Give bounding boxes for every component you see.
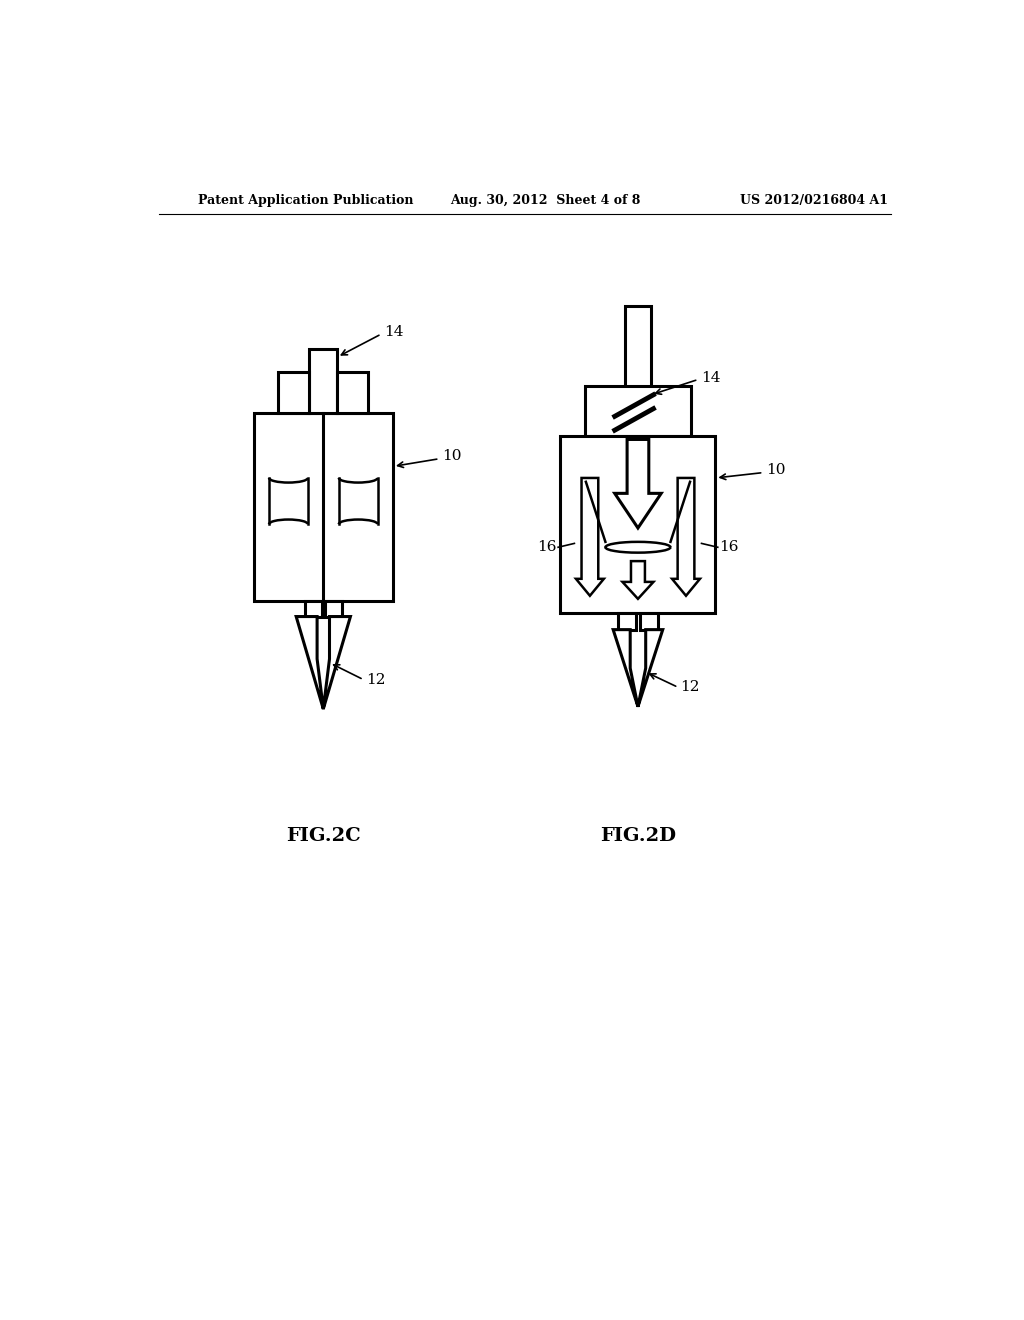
Polygon shape <box>309 350 337 412</box>
Text: FIG.2C: FIG.2C <box>286 828 360 845</box>
Polygon shape <box>325 601 342 616</box>
Polygon shape <box>625 306 651 397</box>
Polygon shape <box>586 385 690 436</box>
Polygon shape <box>575 478 604 595</box>
Polygon shape <box>337 372 369 412</box>
Text: US 2012/0216804 A1: US 2012/0216804 A1 <box>740 194 888 207</box>
Text: 12: 12 <box>366 673 385 686</box>
Polygon shape <box>560 436 716 612</box>
Polygon shape <box>296 616 350 709</box>
Polygon shape <box>617 612 636 630</box>
Polygon shape <box>640 612 658 630</box>
Text: 16: 16 <box>537 540 557 554</box>
Polygon shape <box>613 630 663 706</box>
Polygon shape <box>305 601 322 616</box>
Text: 10: 10 <box>766 463 785 478</box>
Text: FIG.2D: FIG.2D <box>600 828 676 845</box>
Text: 14: 14 <box>384 326 403 339</box>
Text: 16: 16 <box>719 540 739 554</box>
Polygon shape <box>254 412 393 601</box>
Text: Patent Application Publication: Patent Application Publication <box>198 194 414 207</box>
Text: 14: 14 <box>700 371 720 385</box>
Text: 12: 12 <box>681 680 700 694</box>
Polygon shape <box>279 372 309 412</box>
Polygon shape <box>623 561 653 599</box>
Text: Aug. 30, 2012  Sheet 4 of 8: Aug. 30, 2012 Sheet 4 of 8 <box>450 194 640 207</box>
Polygon shape <box>614 440 662 528</box>
Text: 10: 10 <box>442 449 462 463</box>
Polygon shape <box>672 478 700 595</box>
